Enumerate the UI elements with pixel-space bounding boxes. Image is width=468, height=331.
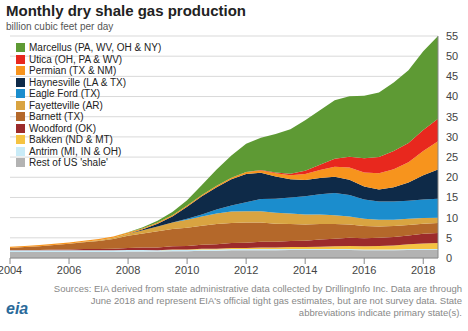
html-text:Fayetteville (AR): Fayetteville (AR) <box>29 99 103 111</box>
html-text:Monthly dry shale gas producti: Monthly dry shale gas production <box>6 2 246 19</box>
html-text:Utica (OH, PA & WV): Utica (OH, PA & WV) <box>29 53 123 65</box>
svg-text:50: 50 <box>446 50 458 62</box>
svg-text:55: 55 <box>446 30 458 42</box>
html-text:Barnett (TX): Barnett (TX) <box>29 111 84 123</box>
svg-text:2018: 2018 <box>411 264 435 276</box>
html-text:Rest of US 'shale': Rest of US 'shale' <box>29 157 108 169</box>
html-text:eia: eia <box>6 300 29 317</box>
svg-text:5: 5 <box>446 232 452 244</box>
svg-text:30: 30 <box>446 131 458 143</box>
html-text:Woodford (OK): Woodford (OK) <box>29 122 97 134</box>
svg-text:2004: 2004 <box>8 264 22 276</box>
html-text:Antrim (MI, IN & OH): Antrim (MI, IN & OH) <box>29 145 122 157</box>
svg-text:2006: 2006 <box>57 264 81 276</box>
svg-text:25: 25 <box>446 151 458 163</box>
svg-text:10: 10 <box>446 212 458 224</box>
svg-text:2014: 2014 <box>293 264 317 276</box>
html-text:Haynesville (LA & TX): Haynesville (LA & TX) <box>29 76 127 88</box>
svg-text:2012: 2012 <box>234 264 258 276</box>
svg-text:35: 35 <box>446 111 458 123</box>
svg-text:2008: 2008 <box>116 264 140 276</box>
html-text:billion cubic feet per day: billion cubic feet per day <box>6 21 114 32</box>
svg-text:2016: 2016 <box>352 264 376 276</box>
html-text:Sources: EIA derived from stat: Sources: EIA derived from state administ… <box>53 283 462 318</box>
svg-text:2010: 2010 <box>175 264 199 276</box>
svg-text:40: 40 <box>446 90 458 102</box>
svg-text:45: 45 <box>446 70 458 82</box>
html-text:Marcellus (PA, WV, OH & NY): Marcellus (PA, WV, OH & NY) <box>29 42 162 54</box>
html-text:Bakken (ND & MT): Bakken (ND & MT) <box>29 134 113 146</box>
html-text:Eagle Ford (TX): Eagle Ford (TX) <box>29 88 101 100</box>
svg-text:0: 0 <box>446 252 452 264</box>
svg-text:20: 20 <box>446 171 458 183</box>
svg-text:15: 15 <box>446 191 458 203</box>
html-text:Permian (TX & NM): Permian (TX & NM) <box>29 65 117 77</box>
